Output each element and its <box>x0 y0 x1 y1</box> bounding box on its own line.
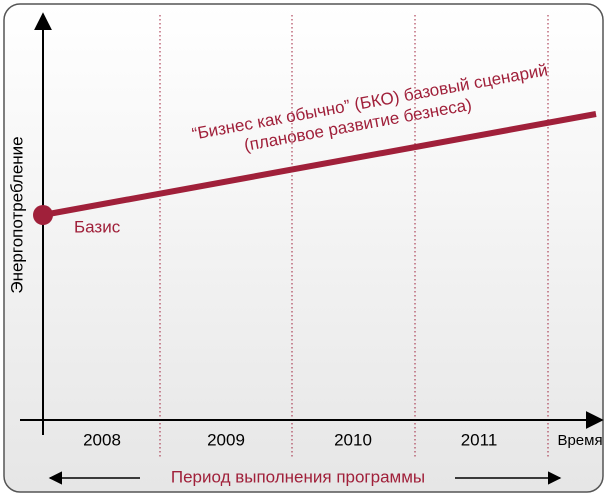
y-axis-label: Энергопотребление <box>7 136 26 293</box>
frame <box>3 3 604 493</box>
baseline-point <box>33 205 53 225</box>
program-period-label: Период выполнения программы <box>171 467 425 486</box>
period-label: 2010 <box>334 430 372 449</box>
baseline-trend <box>42 111 597 218</box>
period-dividers <box>159 15 549 458</box>
period-label: 2009 <box>207 430 245 449</box>
x-axis-label: Время <box>557 432 602 449</box>
baseline-label: Базис <box>74 217 121 236</box>
period-label: 2008 <box>83 430 121 449</box>
period-label: 2011 <box>461 430 498 449</box>
